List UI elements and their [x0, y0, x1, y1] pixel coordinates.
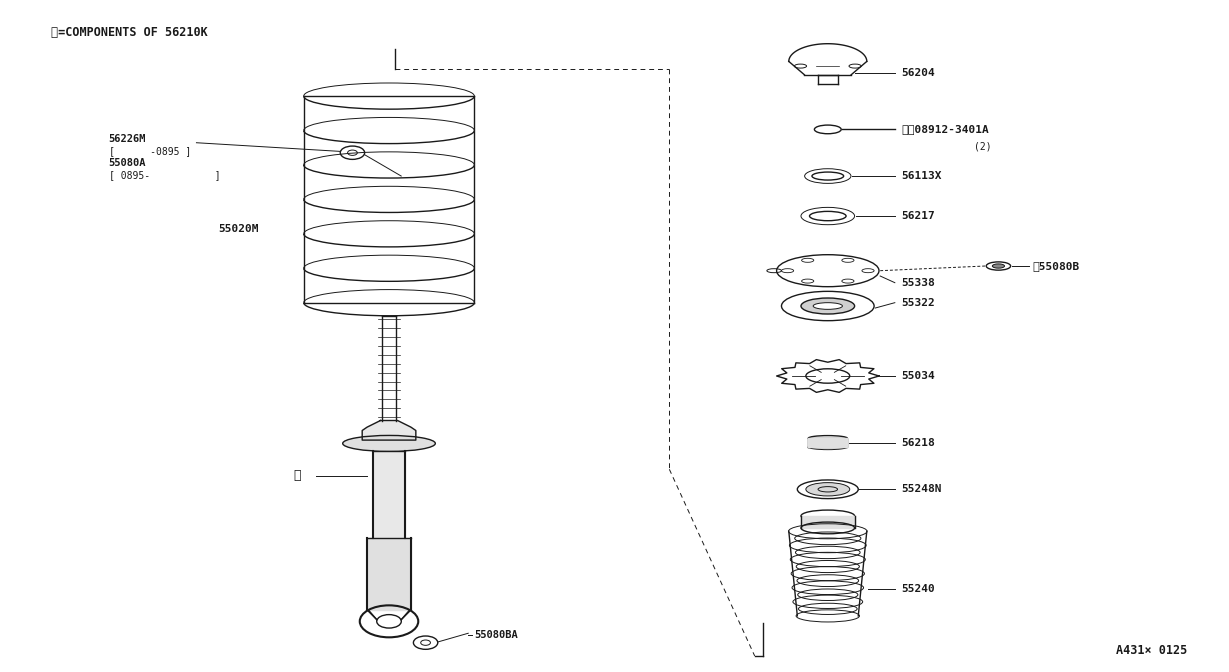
Ellipse shape	[814, 302, 842, 309]
Ellipse shape	[992, 264, 1004, 268]
Text: A431× 0125: A431× 0125	[1116, 644, 1187, 657]
Text: ※: ※	[294, 470, 301, 482]
Ellipse shape	[801, 298, 854, 314]
Text: (2): (2)	[975, 141, 992, 151]
Text: ※=COMPONENTS OF 56210K: ※=COMPONENTS OF 56210K	[52, 26, 208, 39]
Text: 55080BA: 55080BA	[474, 630, 519, 640]
Text: 55034: 55034	[901, 371, 935, 381]
Text: 56113X: 56113X	[901, 171, 941, 181]
Polygon shape	[801, 516, 854, 528]
Polygon shape	[367, 538, 410, 610]
Text: 55248N: 55248N	[901, 485, 941, 495]
Text: 56218: 56218	[901, 437, 935, 448]
Polygon shape	[809, 438, 847, 447]
Text: [      -0895 ]: [ -0895 ]	[108, 146, 190, 156]
Text: 55322: 55322	[901, 298, 935, 308]
Text: 56217: 56217	[901, 211, 935, 221]
Text: ※55080B: ※55080B	[1032, 261, 1080, 271]
Text: 55338: 55338	[901, 278, 935, 288]
Text: 55240: 55240	[901, 584, 935, 594]
Text: 56204: 56204	[901, 68, 935, 78]
Polygon shape	[374, 452, 404, 538]
Text: 56226M: 56226M	[108, 134, 146, 144]
Ellipse shape	[806, 482, 849, 496]
Text: 55080A: 55080A	[108, 158, 146, 168]
Ellipse shape	[343, 435, 435, 452]
Text: ※ⓝ08912-3401A: ※ⓝ08912-3401A	[901, 124, 988, 134]
Text: [ 0895-           ]: [ 0895- ]	[108, 170, 220, 179]
Polygon shape	[363, 421, 415, 440]
Text: 55020M: 55020M	[219, 224, 259, 235]
